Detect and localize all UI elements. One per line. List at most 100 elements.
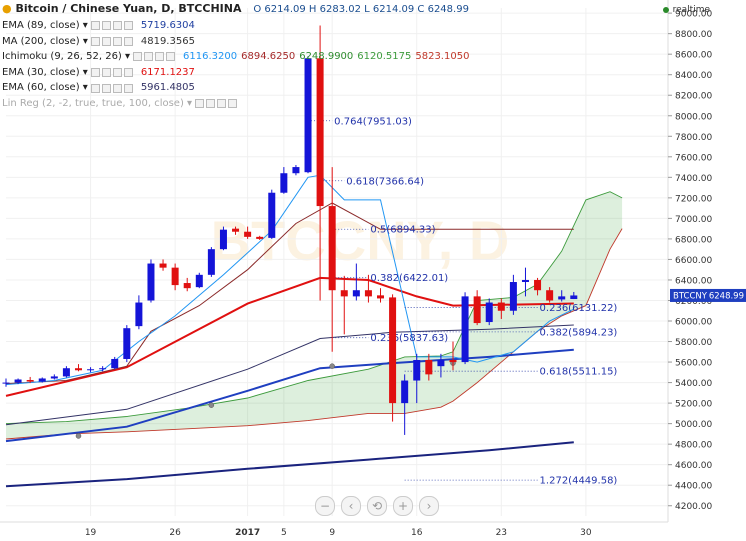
zoom-in-button[interactable]: + [393, 496, 413, 516]
time-tick-label: 23 [496, 528, 507, 538]
legend-control-icon[interactable] [112, 68, 122, 78]
price-tick-label: 5200.00 [675, 400, 712, 410]
candle-body [14, 379, 22, 383]
fib-label: 0.618(7366.64) [346, 176, 424, 187]
candle-body [534, 279, 542, 291]
realtime-dot-icon [662, 6, 669, 13]
price-tick-label: 5600.00 [675, 359, 712, 369]
scroll-left-button[interactable]: ‹ [341, 496, 361, 516]
legend-name: MA (200, close) ▾ [2, 35, 88, 47]
fib-label: 0.5(6894.33) [370, 225, 435, 236]
legend-row[interactable]: EMA (89, close) ▾ 5719.6304 [2, 18, 469, 34]
price-tick-label: 6600.00 [675, 256, 712, 266]
time-tick-label: 30 [580, 528, 592, 538]
legend-control-icon[interactable] [217, 99, 227, 109]
price-tick-label: 4600.00 [675, 461, 712, 471]
legend-control-icon[interactable] [206, 99, 216, 109]
candle-body [244, 231, 252, 237]
price-tick-label: 8200.00 [675, 92, 712, 102]
candle-body [256, 236, 264, 239]
legend-control-icon[interactable] [112, 36, 122, 46]
cloud-fill [6, 191, 623, 439]
legend-value: 5719.6304 [140, 20, 195, 31]
legend-control-icon[interactable] [90, 83, 100, 93]
candle-body [135, 302, 143, 327]
legend-control-icon[interactable] [101, 36, 111, 46]
zoom-out-button[interactable]: − [315, 496, 335, 516]
candle-body [38, 378, 46, 382]
kijun-line [5, 202, 574, 385]
legend-control-icon[interactable] [90, 68, 100, 78]
candle-body [328, 206, 336, 291]
legend-name: Ichimoku (9, 26, 52, 26) ▾ [2, 51, 131, 63]
candle-body [268, 192, 276, 238]
legend-control-icon[interactable] [90, 36, 100, 46]
time-tick-label: 16 [411, 528, 423, 538]
scroll-right-button[interactable]: › [419, 496, 439, 516]
legend-row[interactable]: Ichimoku (9, 26, 52, 26) ▾ 6116.3200 6894.… [2, 49, 469, 65]
legend-control-icon[interactable] [101, 68, 111, 78]
kijun-marker [208, 402, 215, 408]
legend-control-icon[interactable] [133, 52, 143, 62]
fib-label: 0.236(6131.22) [540, 303, 618, 314]
legend-name: EMA (30, close) ▾ [2, 66, 88, 78]
legend-control-icon[interactable] [144, 52, 154, 62]
price-tick-label: 7000.00 [675, 215, 712, 225]
price-tick-label: 5000.00 [675, 420, 712, 430]
legend-control-icon[interactable] [101, 83, 111, 93]
fibonacci-levels: 0.764(7951.03) 0.618(7366.64) 0.5(6894.33)… [308, 116, 618, 487]
candle-body [546, 290, 554, 301]
candle-body [232, 228, 240, 232]
legend-control-icon[interactable] [112, 21, 122, 31]
time-tick-label: 26 [169, 528, 181, 538]
kijun-marker [75, 433, 82, 439]
ema89-line [5, 348, 574, 443]
time-tick-label: 2017 [235, 528, 260, 538]
legend-row[interactable]: EMA (30, close) ▾ 6171.1237 [2, 65, 469, 81]
legend-row[interactable]: MA (200, close) ▾ 4819.3565 [2, 34, 469, 50]
legend-control-icon[interactable] [195, 99, 205, 109]
legend-control-icon[interactable] [123, 68, 133, 78]
legend-name: EMA (60, close) ▾ [2, 82, 88, 94]
fib-label: 0.382(5894.23) [540, 327, 618, 338]
legend-control-icon[interactable] [90, 21, 100, 31]
symbol-title[interactable]: Bitcoin / Chinese Yuan, D, BTCCHINA [15, 2, 242, 15]
candle-body [26, 380, 34, 382]
symbol-header: ● Bitcoin / Chinese Yuan, D, BTCCHINA O … [2, 2, 469, 15]
candle-body [50, 376, 58, 379]
legend-value: 6894.6250 [241, 51, 296, 63]
price-tick-label: 7200.00 [675, 194, 712, 204]
candle-body [2, 382, 10, 384]
legend-control-icon[interactable] [123, 21, 133, 31]
legend-control-icon[interactable] [101, 21, 111, 31]
candle-body [425, 360, 433, 375]
candle-body [473, 296, 481, 324]
fib-label: 0.382(6422.01) [370, 273, 448, 284]
legend-control-icon[interactable] [123, 83, 133, 93]
span-b-line [5, 228, 623, 440]
realtime-label: realtime [672, 5, 710, 15]
legend-control-icon[interactable] [155, 52, 165, 62]
fib-label: 0.764(7951.03) [334, 116, 412, 127]
legend-control-icon[interactable] [123, 36, 133, 46]
candle-body [449, 360, 457, 363]
candle-body [195, 274, 203, 288]
candle-body [316, 58, 324, 207]
time-tick-label: 9 [329, 528, 335, 538]
candle-body [280, 173, 288, 193]
price-tick-label: 9000.00 [675, 10, 712, 20]
legend-control-icon[interactable] [228, 99, 238, 109]
price-tick-label: 7400.00 [675, 174, 712, 184]
legend-value: 6120.5175 [357, 51, 412, 63]
candle-body [207, 249, 215, 275]
legend-row[interactable]: EMA (60, close) ▾ 5961.4805 [2, 80, 469, 96]
candle-body [111, 358, 119, 369]
price-tick-label: 6400.00 [675, 276, 712, 286]
legend-control-icon[interactable] [166, 52, 176, 62]
legend-value: 4819.3565 [140, 35, 195, 47]
candle-body [62, 368, 70, 377]
legend-row[interactable]: Lin Reg (2, -2, true, true, 100, close) … [2, 96, 469, 112]
legend-control-icon[interactable] [112, 83, 122, 93]
reset-button[interactable]: ⟲ [367, 496, 387, 516]
